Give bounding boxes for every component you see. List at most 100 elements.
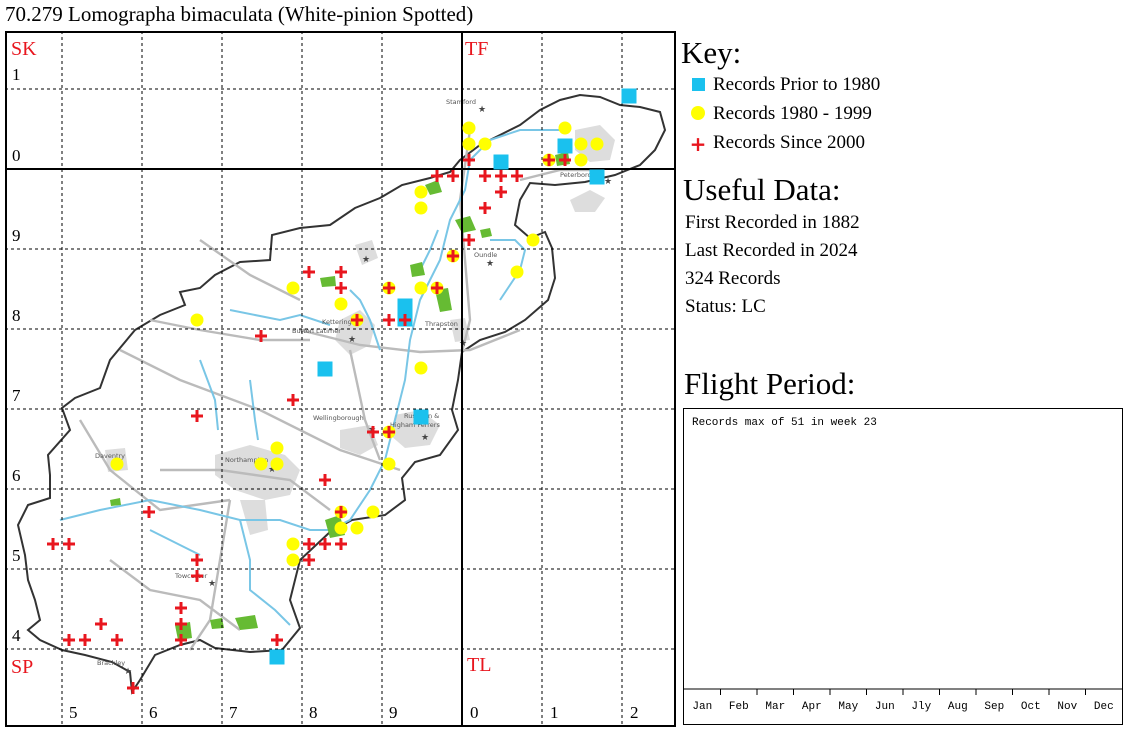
- place-label-thrapston: Thrapston: [424, 320, 458, 328]
- record-since-2000-marker: [63, 634, 75, 646]
- key-heading: Key:: [681, 35, 742, 70]
- record-1980-1999-marker: [590, 137, 604, 151]
- easting-label: 7: [229, 703, 238, 722]
- svg-text:★: ★: [478, 105, 486, 115]
- conservation-status: Status: LC: [685, 296, 766, 317]
- county-outline: [16, 93, 667, 695]
- record-prior-1980-marker: [557, 138, 573, 154]
- record-1980-1999-marker: [382, 457, 396, 471]
- square-marker-icon: [689, 75, 707, 97]
- record-prior-1980-marker: [589, 169, 605, 185]
- record-1980-1999-marker: [334, 297, 348, 311]
- key-item-since-2000: + Records Since 2000: [689, 132, 865, 154]
- svg-text:★: ★: [208, 579, 216, 589]
- svg-text:★: ★: [486, 259, 494, 269]
- last-recorded: Last Recorded in 2024: [685, 240, 858, 261]
- record-since-2000-marker: [431, 170, 443, 182]
- key-item-prior-1980: Records Prior to 1980: [689, 74, 880, 97]
- record-since-2000-marker: [287, 394, 299, 406]
- record-since-2000-marker: [111, 634, 123, 646]
- grid-square-label-sk: SK: [11, 38, 37, 60]
- map-title: 70.279 Lomographa bimaculata (White-pini…: [5, 2, 474, 26]
- svg-text:★: ★: [124, 667, 132, 677]
- record-markers: [47, 88, 637, 694]
- record-1980-1999-marker: [350, 521, 364, 535]
- flight-period-chart: Records max of 51 in week 23 Jan Feb Mar Ap…: [683, 408, 1123, 725]
- useful-data-heading: Useful Data:: [683, 172, 841, 207]
- plus-marker-icon: +: [689, 131, 707, 156]
- record-since-2000-marker: [511, 170, 523, 182]
- record-since-2000-marker: [367, 426, 379, 438]
- record-since-2000-marker: [271, 634, 283, 646]
- key-label: Records Since 2000: [713, 132, 865, 153]
- svg-text:★: ★: [362, 255, 370, 265]
- svg-text:★: ★: [421, 433, 429, 443]
- record-1980-1999-marker: [574, 137, 588, 151]
- record-since-2000-marker: [303, 266, 315, 278]
- record-1980-1999-marker: [462, 121, 476, 135]
- chart-annotation: Records max of 51 in week 23: [692, 417, 877, 429]
- svg-text:★: ★: [604, 177, 612, 187]
- record-1980-1999-marker: [254, 457, 268, 471]
- month-label: Oct: [1021, 701, 1041, 713]
- northing-label: 0: [12, 146, 21, 165]
- record-count: 324 Records: [685, 268, 781, 289]
- easting-label: 8: [309, 703, 318, 722]
- grid-square-label-tl: TL: [467, 654, 491, 676]
- flight-period-heading: Flight Period:: [684, 366, 856, 401]
- map-frame: [5, 31, 676, 727]
- record-since-2000-marker: [191, 554, 203, 566]
- svg-text:★: ★: [348, 335, 356, 345]
- record-since-2000-marker: [127, 682, 139, 694]
- record-since-2000-marker: [303, 554, 315, 566]
- place-label-towcester: Towcester: [174, 572, 208, 580]
- record-since-2000-marker: [463, 234, 475, 246]
- record-since-2000-marker: [303, 538, 315, 550]
- place-label-northampton: Northampton: [225, 456, 268, 464]
- place-label-wellingborough: Wellingborough: [313, 414, 364, 422]
- place-label-higham-ferrers: Higham Ferrers: [390, 421, 440, 429]
- record-since-2000-marker: [335, 538, 347, 550]
- record-1980-1999-marker: [286, 553, 300, 567]
- record-since-2000-marker: [479, 202, 491, 214]
- grid-square-label-sp: SP: [11, 656, 33, 678]
- place-label-oundle: Oundle: [474, 251, 497, 259]
- easting-label: 2: [630, 703, 639, 722]
- month-label: May: [838, 701, 858, 713]
- record-since-2000-marker: [335, 266, 347, 278]
- place-label-brackley: Brackley: [97, 659, 125, 667]
- easting-label: 5: [69, 703, 78, 722]
- record-since-2000-marker: [495, 170, 507, 182]
- record-since-2000-marker: [351, 314, 363, 326]
- key-label: Records Prior to 1980: [713, 74, 881, 95]
- record-since-2000-marker: [255, 330, 267, 342]
- record-since-2000-marker: [447, 250, 459, 262]
- northing-label: 7: [12, 386, 21, 405]
- northing-label: 4: [12, 626, 21, 645]
- grid-lines: [5, 31, 676, 727]
- record-since-2000-marker: [383, 426, 395, 438]
- month-label: Jun: [875, 701, 895, 713]
- record-1980-1999-marker: [526, 233, 540, 247]
- month-label: Mar: [765, 701, 785, 713]
- circle-marker-icon: [689, 104, 707, 126]
- svg-text:★: ★: [268, 465, 276, 475]
- record-since-2000-marker: [431, 282, 443, 294]
- key-label: Records 1980 - 1999: [713, 103, 872, 124]
- key-item-1980-1999: Records 1980 - 1999: [689, 103, 872, 126]
- month-label: Jly: [911, 701, 931, 713]
- record-prior-1980-marker: [317, 361, 333, 377]
- record-since-2000-marker: [383, 314, 395, 326]
- first-recorded: First Recorded in 1882: [685, 212, 860, 233]
- chart-frame: [683, 408, 1123, 725]
- record-1980-1999-marker: [414, 361, 428, 375]
- northing-label: 6: [12, 466, 21, 485]
- county-map-layer: ★★★ ★★★ ★★★ ★★★ Stamford Peterborough Ou…: [16, 93, 667, 695]
- month-label: Nov: [1057, 701, 1077, 713]
- record-since-2000-marker: [191, 570, 203, 582]
- month-label: Sep: [984, 701, 1004, 713]
- place-label-peterborough: Peterborough: [560, 171, 604, 179]
- place-label-daventry: Daventry: [95, 452, 125, 460]
- record-prior-1980-marker: [621, 88, 637, 104]
- record-since-2000-marker: [319, 474, 331, 486]
